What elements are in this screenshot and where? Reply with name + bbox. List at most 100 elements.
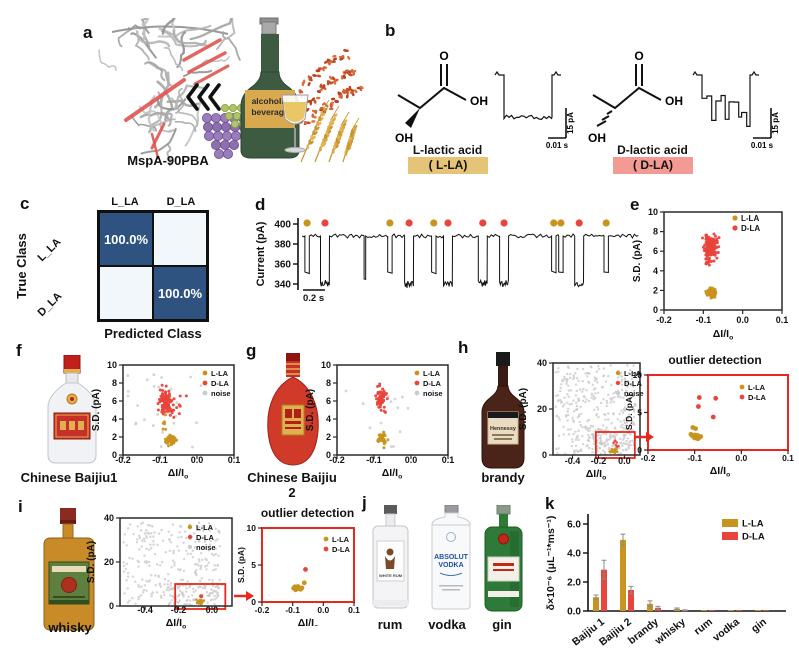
svg-text:0.0: 0.0 <box>736 315 749 325</box>
svg-text:0.1: 0.1 <box>348 605 360 615</box>
svg-text:noise: noise <box>624 389 644 398</box>
svg-text:10: 10 <box>321 360 331 370</box>
matrix-row-header: L_LA <box>35 236 64 264</box>
svg-text:-0.1: -0.1 <box>152 455 168 465</box>
svg-text:L-LA: L-LA <box>748 383 766 392</box>
red-arrow-icon <box>234 591 254 601</box>
scale-current-label: 15 pA <box>566 112 575 134</box>
svg-text:D-LA: D-LA <box>748 393 766 402</box>
svg-text:400: 400 <box>274 220 291 231</box>
svg-text:-0.4: -0.4 <box>565 456 581 466</box>
svg-text:-0.1: -0.1 <box>366 455 382 465</box>
svg-text:6: 6 <box>653 246 658 256</box>
svg-text:δ×10⁻⁶ (μL⁻¹*ms⁻¹): δ×10⁻⁶ (μL⁻¹*ms⁻¹) <box>545 516 557 611</box>
panel-b-letter: b <box>385 21 396 40</box>
brandy-caption: brandy <box>481 470 525 485</box>
baijiu2-caption: Chinese Baijiu 2 <box>247 470 337 500</box>
bottle-label-line2: beverage <box>251 107 289 117</box>
scale-time-label: 0.01 s <box>546 141 569 150</box>
d-trace-scalebar: 0.01 s 15 pA <box>751 108 780 150</box>
svg-text:-0.4: -0.4 <box>137 605 153 615</box>
svg-text:0: 0 <box>542 450 547 460</box>
atom-oh: OH <box>395 131 413 145</box>
svg-text:0.1: 0.1 <box>442 455 454 465</box>
outlier-detection-title: outlier detection <box>668 353 762 367</box>
svg-text:L-LA: L-LA <box>741 214 759 223</box>
svg-text:5: 5 <box>637 408 642 418</box>
svg-text:-0.1: -0.1 <box>696 315 712 325</box>
svg-text:20: 20 <box>104 557 114 567</box>
scatter-plot-whisky: 0 20 40 -0.4 -0.2 0.0 S.D. (pA) ΔI/Io L-LAD-LAno… <box>86 513 233 631</box>
matrix-col-header: D_LA <box>166 196 196 208</box>
l-lactic-acid-structure: O OH OH <box>395 49 488 145</box>
svg-text:2.0: 2.0 <box>567 578 581 589</box>
matrix-cell <box>153 212 207 266</box>
outlier-detection-title: outlier detection <box>260 506 355 520</box>
protein-structure-illustration <box>98 18 241 167</box>
svg-text:0: 0 <box>637 445 642 455</box>
svg-text:10: 10 <box>107 360 117 370</box>
svg-text:S.D. (pA): S.D. (pA) <box>86 541 97 583</box>
svg-text:S.D. (pA): S.D. (pA) <box>624 394 634 430</box>
svg-text:380: 380 <box>274 240 291 251</box>
svg-text:L-LA: L-LA <box>624 369 642 378</box>
svg-text:10: 10 <box>648 207 658 217</box>
matrix-col-header: L_LA <box>111 196 139 208</box>
svg-text:0: 0 <box>653 305 658 315</box>
svg-text:-0.2: -0.2 <box>255 605 270 615</box>
panel-a-letter: a <box>83 23 93 42</box>
vodka-bottle: ABSOLUT VODKA <box>431 505 471 610</box>
gin-caption: gin <box>492 617 512 632</box>
triple-chevron-left-icon <box>186 83 221 111</box>
svg-text:8: 8 <box>653 227 658 237</box>
svg-text:S.D. (pA): S.D. (pA) <box>305 389 316 431</box>
true-class-axis-label: True Class <box>14 233 29 299</box>
svg-text:L-LA: L-LA <box>332 535 350 544</box>
whisky-bottle <box>43 508 95 631</box>
brandy-bottle-label-text: Hennessy <box>490 426 517 432</box>
svg-text:0.1: 0.1 <box>782 453 794 463</box>
svg-text:D-LA: D-LA <box>423 379 441 388</box>
svg-text:0.0: 0.0 <box>206 605 219 615</box>
brandy-bottle: Hennessy <box>481 352 525 469</box>
svg-text:ΔI/Io: ΔI/Io <box>166 617 186 631</box>
svg-text:L-LA: L-LA <box>423 369 441 378</box>
l-la-blockade-trace <box>494 70 561 121</box>
svg-text:L-LA: L-LA <box>196 523 214 532</box>
svg-text:0.1: 0.1 <box>228 455 240 465</box>
panel-d-letter: d <box>255 195 266 214</box>
spirit-bottles: WHITE RUM ABSOLUT VODKA <box>372 505 523 612</box>
lactic-acid-structures-and-traces: O OH OH 0.01 s 15 pA O OH OH 0.01 s <box>395 49 780 150</box>
svg-text:S.D. (pA): S.D. (pA) <box>632 240 643 282</box>
gin-bottle <box>484 505 523 612</box>
svg-text:0.0: 0.0 <box>405 455 418 465</box>
l-lactic-acid-name: L-lactic acid <box>412 143 483 157</box>
svg-text:0.0: 0.0 <box>567 607 581 618</box>
svg-text:0.0: 0.0 <box>735 453 747 463</box>
current-trace-plot: 400 380 360 340 Current (pA) 0.2 s <box>255 218 639 304</box>
svg-text:6: 6 <box>326 396 331 406</box>
d-lactic-acid-structure: O OH OH <box>588 49 683 145</box>
svg-text:whisky: whisky <box>652 616 688 648</box>
atom-oh: OH <box>665 94 683 108</box>
svg-text:D-LA: D-LA <box>211 379 229 388</box>
svg-text:0.0: 0.0 <box>317 605 329 615</box>
svg-text:ΔI/Io: ΔI/Io <box>710 465 730 478</box>
svg-text:0: 0 <box>251 597 256 607</box>
svg-text:ΔI/Io: ΔI/Io <box>298 617 318 626</box>
whisky-caption: whisky <box>48 620 92 635</box>
vodka-label-text: ABSOLUT <box>434 554 469 561</box>
svg-text:10: 10 <box>633 370 643 380</box>
baijiu1-caption: Chinese Baijiu1 <box>20 470 118 485</box>
svg-text:-0.2: -0.2 <box>329 455 345 465</box>
l-la-tag: ( L-LA) <box>408 157 488 174</box>
svg-text:noise: noise <box>196 543 216 552</box>
rum-label-text: WHITE RUM <box>379 573 403 578</box>
svg-text:4: 4 <box>112 414 117 424</box>
rum-bottle: WHITE RUM <box>372 505 409 609</box>
svg-text:0.0: 0.0 <box>618 456 631 466</box>
svg-text:-0.1: -0.1 <box>285 605 300 615</box>
scatter-plot-baijiu1: 0 2 4 6 8 10 -0.2 -0.1 0.0 0.1 S.D. (pA) ΔI/Io L-LAD… <box>91 360 240 481</box>
